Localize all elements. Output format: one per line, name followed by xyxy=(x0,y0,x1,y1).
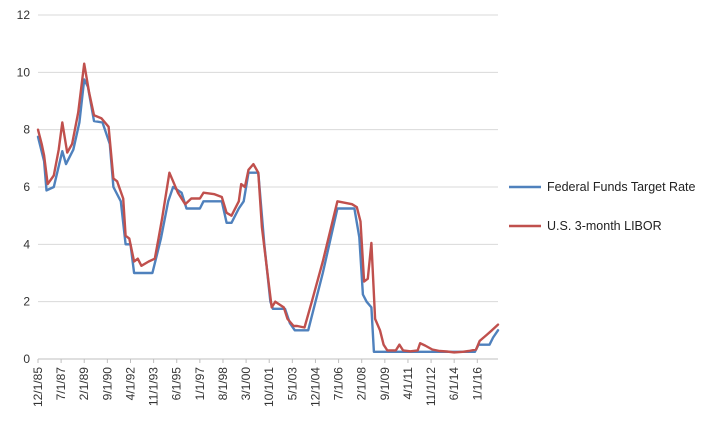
series-line-0 xyxy=(36,78,500,353)
gridlines xyxy=(38,14,498,303)
legend-item-libor: U.S. 3-month LIBOR xyxy=(509,219,662,233)
x-tick-label: 4/1/11 xyxy=(401,367,415,400)
x-tick-label: 2/1/89 xyxy=(77,367,91,401)
y-axis-tick-labels: 0 2 4 6 8 10 12 xyxy=(17,8,31,366)
y-tick-label: 4 xyxy=(23,237,30,251)
x-tick-label: 11/1/93 xyxy=(147,367,161,406)
x-tick-label: 6/1/14 xyxy=(447,367,461,401)
x-tick-label: 7/1/87 xyxy=(54,367,68,401)
x-tick-label: 1/1/97 xyxy=(193,367,207,401)
x-tick-label: 5/1/03 xyxy=(285,367,299,401)
x-tick-label: 12/1/85 xyxy=(31,367,45,407)
y-tick-label: 12 xyxy=(17,8,31,22)
x-tick-label: 1/1/16 xyxy=(470,367,484,401)
x-tick-label: 9/1/90 xyxy=(100,367,114,401)
y-tick-label: 6 xyxy=(23,180,30,194)
x-tick-label: 12/1/04 xyxy=(308,367,322,407)
x-tick-label: 11/1/12 xyxy=(424,367,438,406)
legend-item-fed-funds: Federal Funds Target Rate xyxy=(509,180,696,194)
x-tick-label: 6/1/95 xyxy=(170,367,184,401)
y-tick-label: 0 xyxy=(23,352,30,366)
legend-label-libor: U.S. 3-month LIBOR xyxy=(547,219,662,233)
series-line-1 xyxy=(36,62,500,354)
x-tick-label: 3/1/00 xyxy=(239,367,253,401)
x-tick-label: 10/1/01 xyxy=(262,367,276,407)
x-axis-tick-labels: 12/1/85 7/1/87 2/1/89 9/1/90 4/1/92 11/1/93 6/… xyxy=(31,359,484,407)
y-tick-label: 8 xyxy=(23,123,30,137)
legend-label-fed-funds: Federal Funds Target Rate xyxy=(547,180,696,194)
x-tick-label: 8/1/98 xyxy=(216,367,230,401)
x-tick-label: 2/1/08 xyxy=(355,367,369,401)
series-lines xyxy=(36,62,500,354)
x-tick-label: 7/1/06 xyxy=(332,367,346,401)
legend: Federal Funds Target Rate U.S. 3-month L… xyxy=(509,180,696,233)
y-tick-label: 2 xyxy=(23,295,30,309)
y-tick-label: 10 xyxy=(17,65,31,79)
x-tick-label: 9/1/09 xyxy=(378,367,392,401)
x-tick-label: 4/1/92 xyxy=(123,367,137,401)
